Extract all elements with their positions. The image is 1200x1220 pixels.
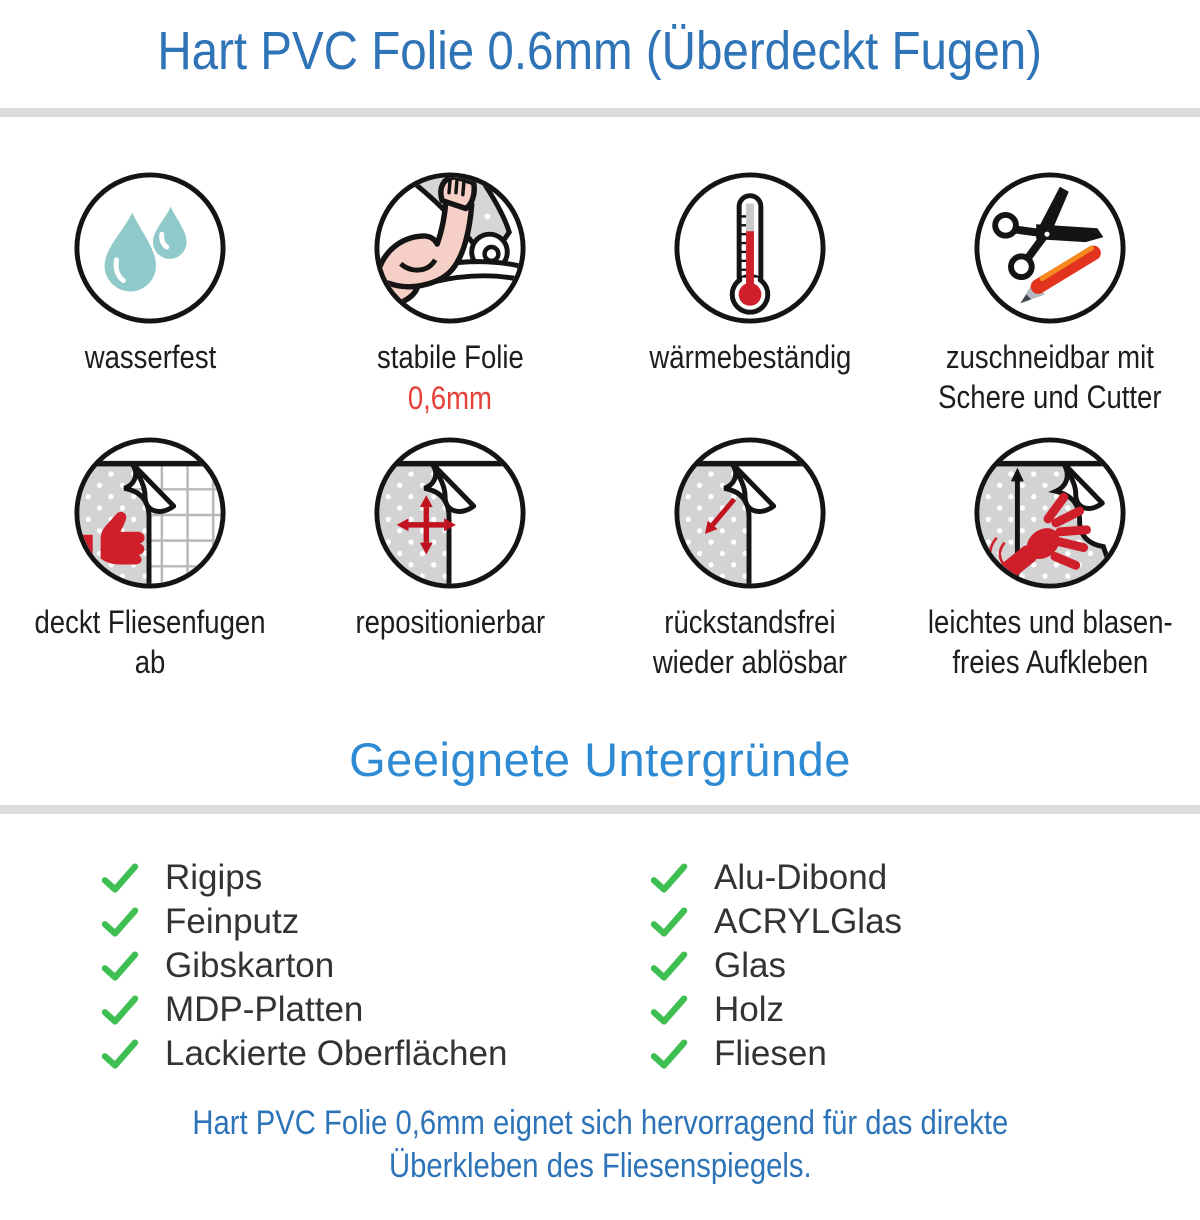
list-item-label: ACRYLGlas: [714, 902, 903, 942]
list-item-label: Glas: [714, 946, 786, 986]
list-item: Fliesen: [651, 1032, 1200, 1076]
check-icon: [651, 1039, 688, 1069]
scissors-cutter-icon: [974, 172, 1126, 324]
thermometer-icon: [674, 172, 826, 324]
list-item: Glas: [651, 944, 1200, 988]
muscle-film-roll-icon: [374, 172, 526, 324]
header: Hart PVC Folie 0.6mm (Überdeckt Fugen): [0, 20, 1200, 84]
list-item: Lackierte Oberflächen: [102, 1032, 651, 1076]
feature-label: rückstandsfrei wieder ablösbar: [652, 603, 848, 680]
feature-row-1: wasserfest: [0, 169, 1200, 418]
check-icon: [651, 907, 688, 937]
list-item-label: Gibskarton: [165, 946, 335, 986]
check-icon: [651, 995, 688, 1025]
list-item-label: Rigips: [165, 858, 263, 898]
feature-wasserfest: wasserfest: [0, 169, 300, 418]
surfaces-lists: Rigips Feinputz Gibskarton MDP-Platten L…: [0, 856, 1200, 1076]
list-item: MDP-Platten: [102, 988, 651, 1032]
divider-top: [0, 108, 1200, 117]
surfaces-list-left: Rigips Feinputz Gibskarton MDP-Platten L…: [102, 856, 651, 1076]
peel-arrow-film-icon: [674, 437, 826, 589]
check-icon: [102, 1039, 139, 1069]
divider-surfaces: [0, 805, 1200, 815]
list-item: Holz: [651, 988, 1200, 1032]
list-item-label: Lackierte Oberflächen: [165, 1034, 508, 1074]
footer: Hart PVC Folie 0,6mm eignet sich hervorr…: [0, 1102, 1200, 1188]
page-title: Hart PVC Folie 0.6mm (Überdeckt Fugen): [157, 21, 1043, 81]
feature-deckt-fliesenfugen: deckt Fliesenfugen ab: [0, 434, 300, 683]
move-arrows-film-icon: [374, 437, 526, 589]
footer-note: Hart PVC Folie 0,6mm eignet sich hervorr…: [192, 1104, 1008, 1186]
thumbs-up-tile-film-icon: [74, 437, 226, 589]
product-infographic: Hart PVC Folie 0.6mm (Überdeckt Fugen) w…: [0, 20, 1200, 1188]
list-item-label: Holz: [714, 990, 785, 1030]
list-item-label: MDP-Platten: [165, 990, 364, 1030]
list-item: Gibskarton: [102, 944, 651, 988]
check-icon: [651, 863, 688, 893]
list-item-label: Fliesen: [714, 1034, 827, 1074]
check-icon: [651, 951, 688, 981]
feature-label: wasserfest: [84, 339, 216, 375]
feature-label: leichtes und blasen- freies Aufkleben: [927, 603, 1173, 680]
list-item-label: Feinputz: [165, 902, 300, 942]
feature-label: deckt Fliesenfugen ab: [34, 603, 266, 680]
check-icon: [102, 995, 139, 1025]
feature-rueckstandsfrei: rückstandsfrei wieder ablösbar: [600, 434, 900, 683]
feature-label: repositionierbar: [355, 603, 545, 640]
check-icon: [102, 863, 139, 893]
check-icon: [102, 951, 139, 981]
feature-label: stabile Folie: [376, 339, 524, 375]
feature-label: wärmebeständig: [649, 339, 851, 375]
list-item: Feinputz: [102, 900, 651, 944]
surfaces-list-right: Alu-Dibond ACRYLGlas Glas Holz Fliesen: [651, 856, 1200, 1076]
feature-row-2: deckt Fliesenfugen ab: [0, 434, 1200, 683]
feature-blasenfreies-aufkleben: leichtes und blasen- freies Aufkleben: [900, 434, 1200, 683]
list-item: Alu-Dibond: [651, 856, 1200, 900]
list-item-label: Alu-Dibond: [714, 858, 888, 898]
feature-repositionierbar: repositionierbar: [300, 434, 600, 683]
feature-waermebestaendig: wärmebeständig: [600, 169, 900, 418]
water-drops-icon: [74, 172, 226, 324]
feature-sublabel-thickness: 0,6mm: [407, 380, 493, 417]
hand-smoothing-film-icon: [974, 437, 1126, 589]
check-icon: [102, 907, 139, 937]
list-item: ACRYLGlas: [651, 900, 1200, 944]
list-item: Rigips: [102, 856, 651, 900]
feature-label: zuschneidbar mit Schere und Cutter: [938, 339, 1162, 416]
surfaces-heading: Geeignete Untergründe: [349, 733, 851, 787]
feature-zuschneidbar: zuschneidbar mit Schere und Cutter: [900, 169, 1200, 418]
feature-stabile-folie: stabile Folie 0,6mm: [300, 169, 600, 418]
